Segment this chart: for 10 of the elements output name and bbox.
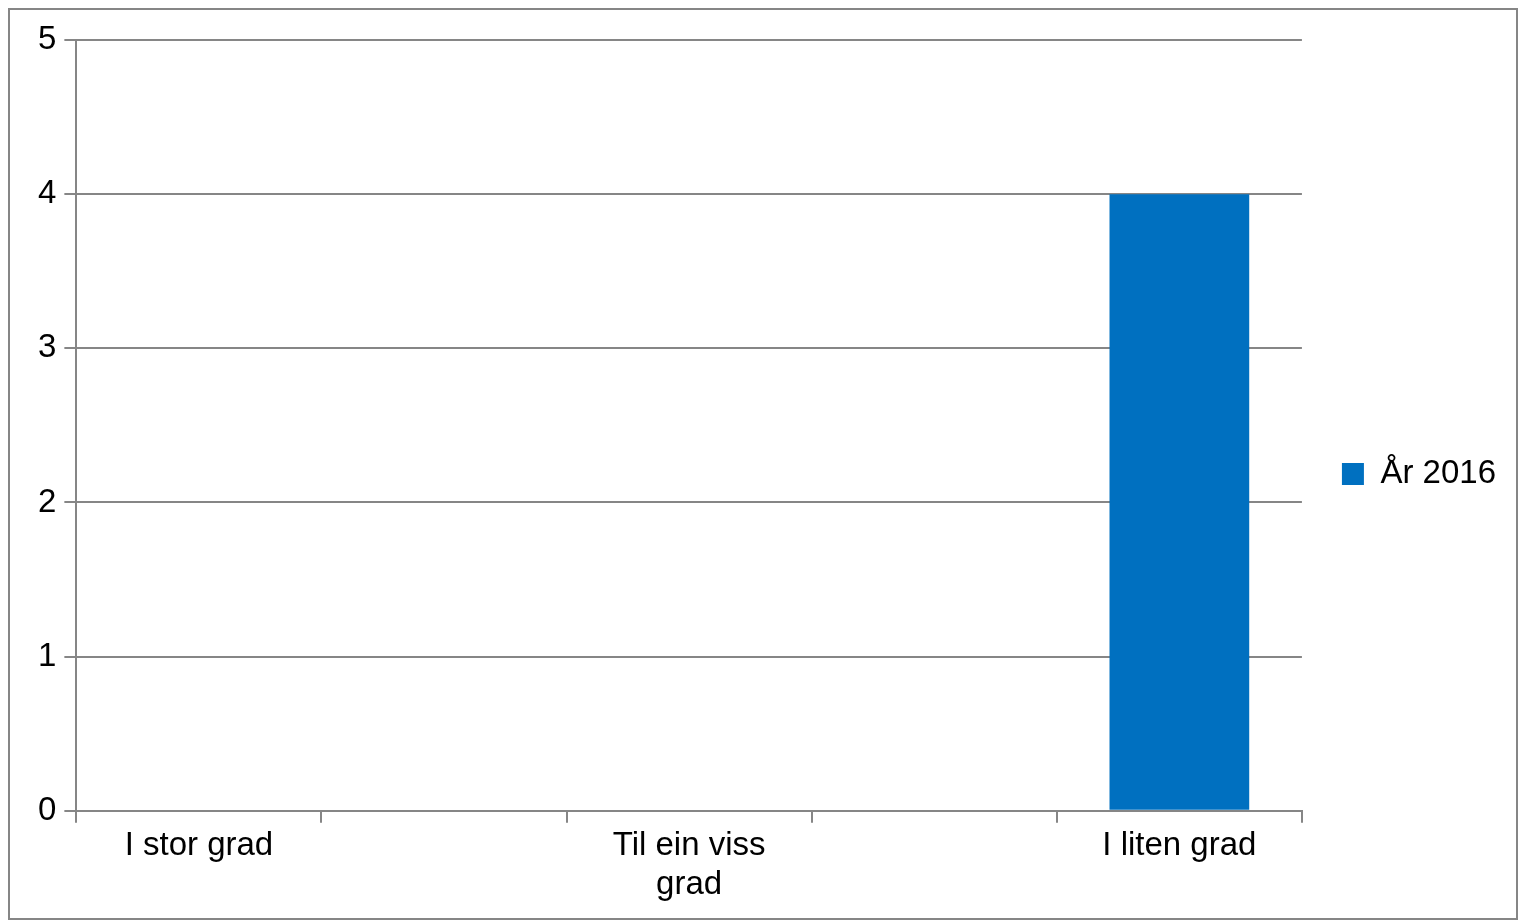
y-tick-label: 3 <box>37 327 57 365</box>
y-tick-label: 2 <box>37 481 57 519</box>
y-tick-label: 4 <box>37 173 57 211</box>
x-tick-label: I stor grad <box>124 824 274 862</box>
legend-label: År 2016 <box>1380 453 1497 491</box>
y-tick-label: 1 <box>37 635 57 673</box>
x-tick-label: I liten grad <box>1102 824 1257 862</box>
y-tick-label: 0 <box>37 789 57 827</box>
x-tick-label: Til ein viss grad <box>612 824 766 902</box>
y-tick-label: 5 <box>37 19 57 57</box>
